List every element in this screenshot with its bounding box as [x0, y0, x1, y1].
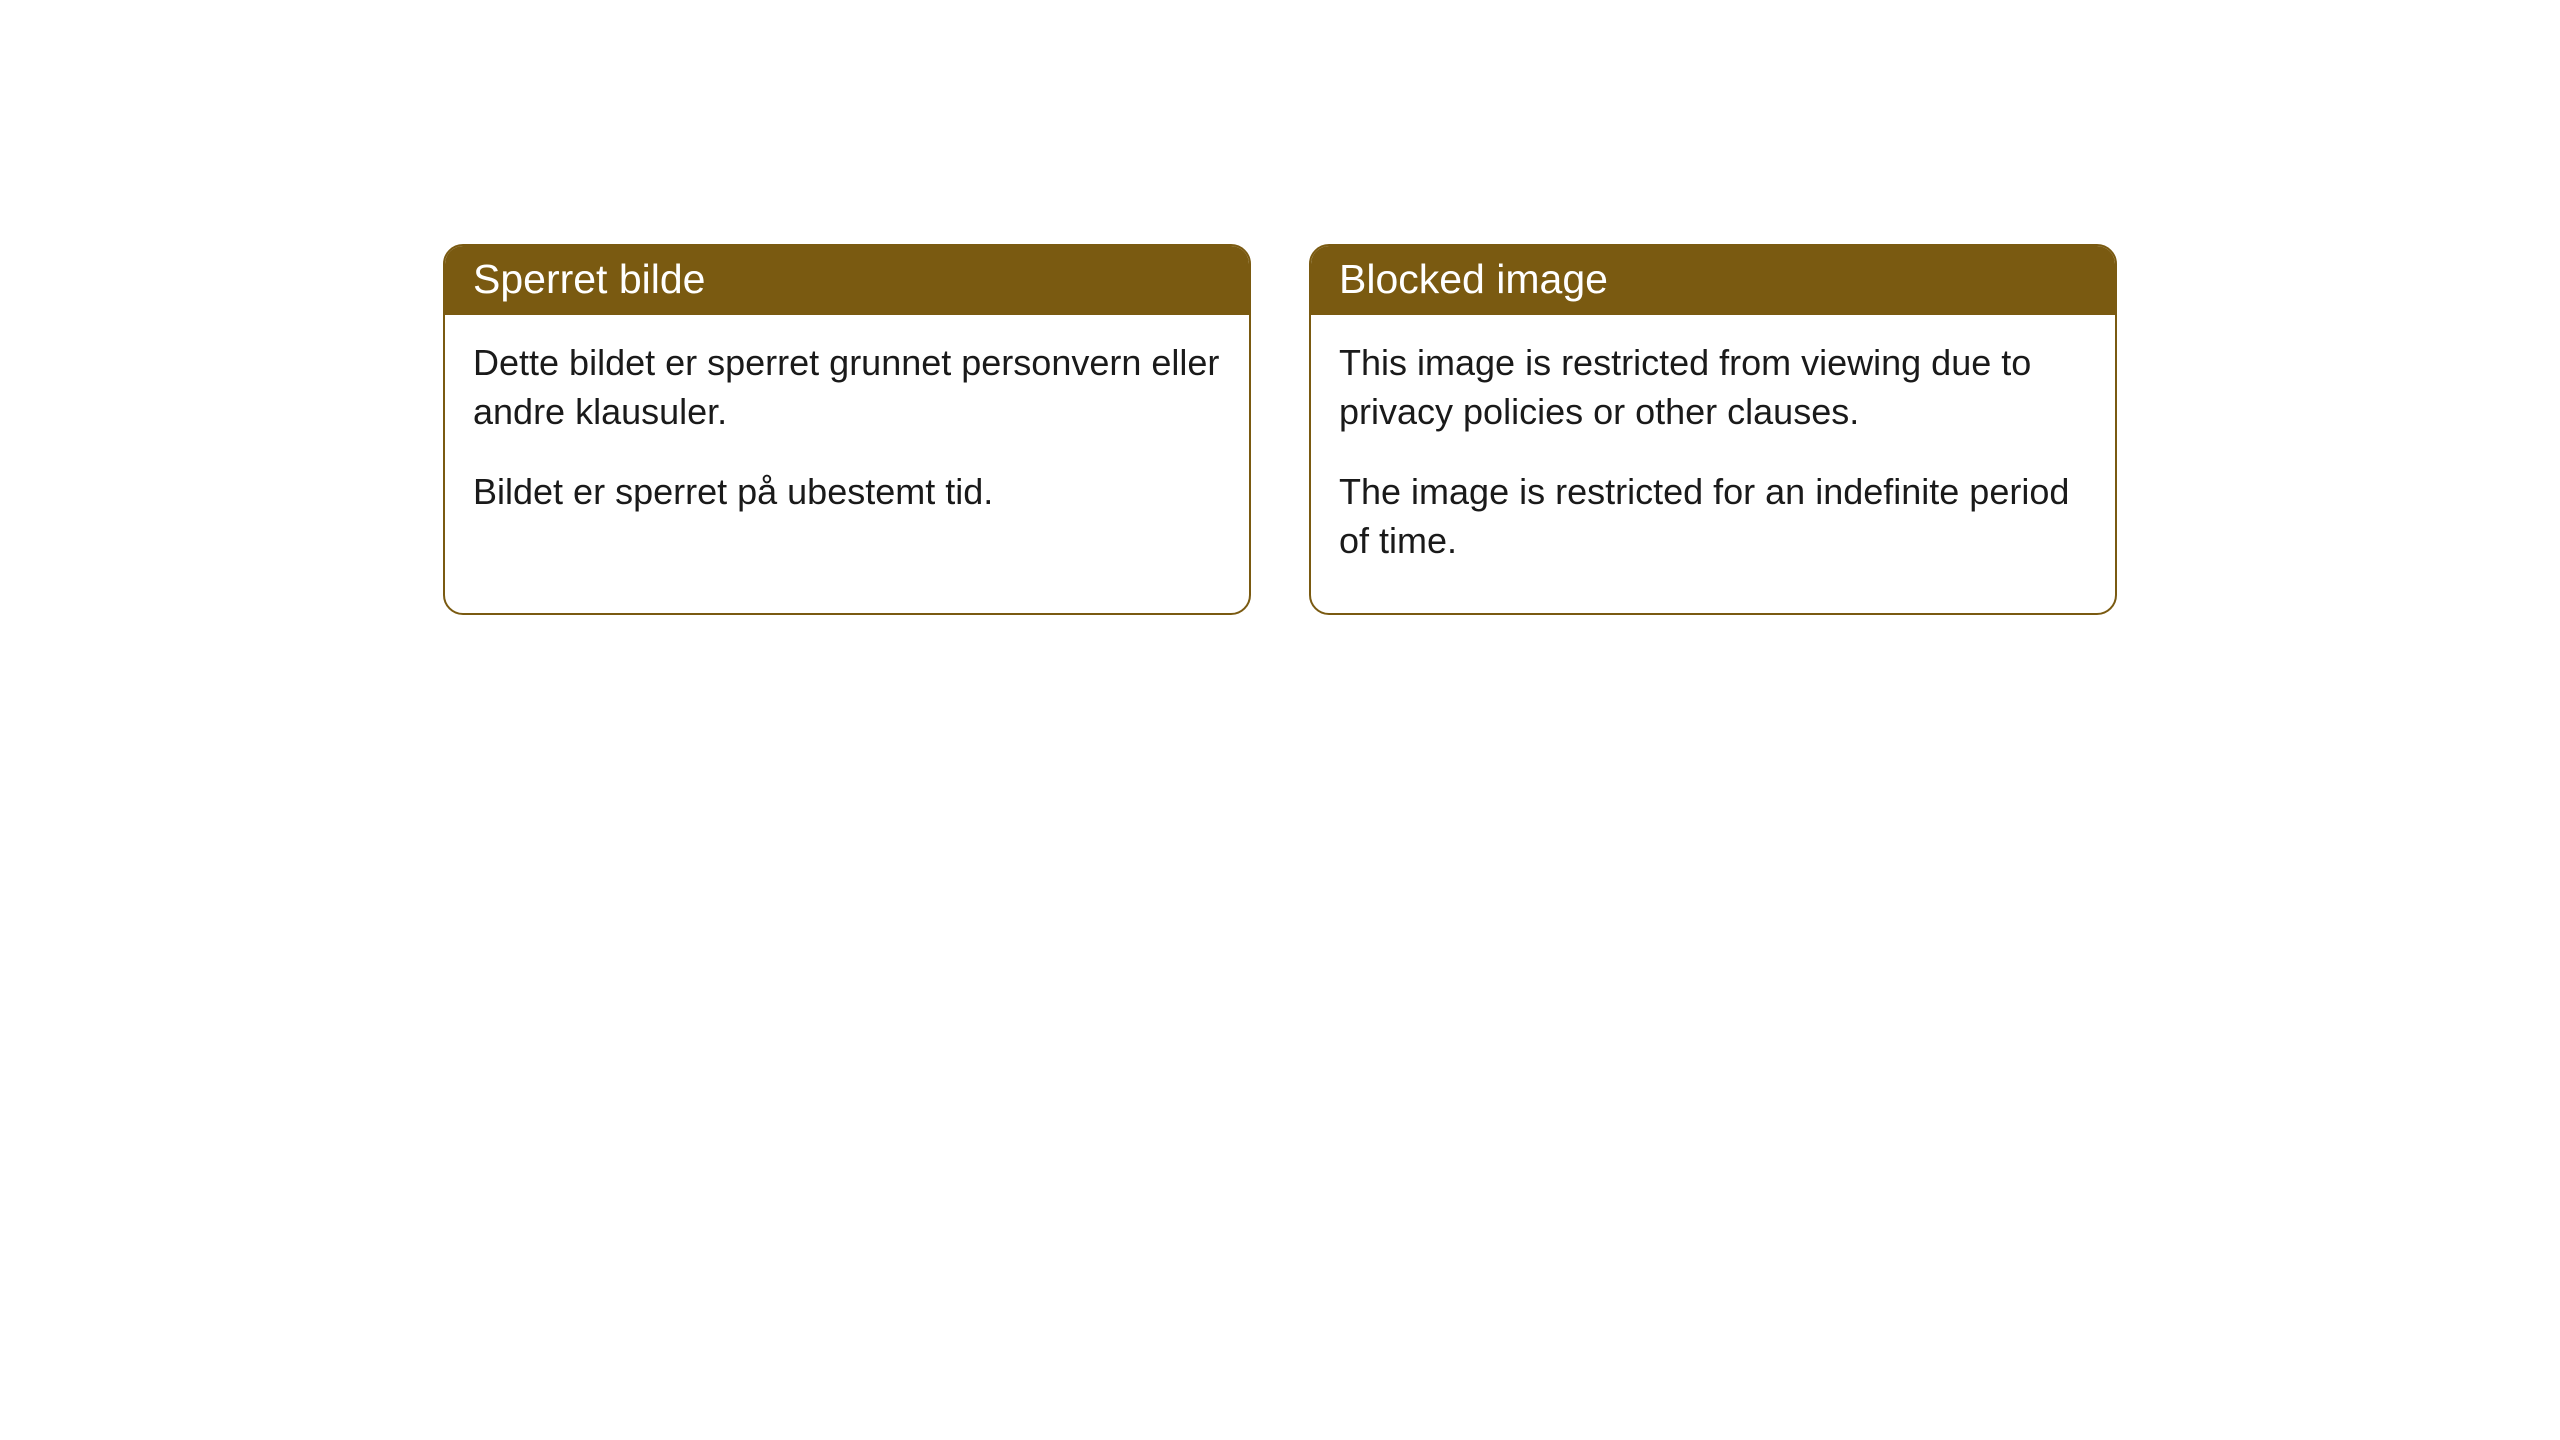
notice-body: Dette bildet er sperret grunnet personve…	[445, 315, 1249, 565]
notice-card-english: Blocked image This image is restricted f…	[1309, 244, 2117, 615]
notice-body: This image is restricted from viewing du…	[1311, 315, 2115, 613]
notice-title: Blocked image	[1311, 246, 2115, 315]
notice-container: Sperret bilde Dette bildet er sperret gr…	[443, 244, 2117, 615]
notice-paragraph: This image is restricted from viewing du…	[1339, 339, 2087, 436]
notice-title: Sperret bilde	[445, 246, 1249, 315]
notice-card-norwegian: Sperret bilde Dette bildet er sperret gr…	[443, 244, 1251, 615]
notice-paragraph: Bildet er sperret på ubestemt tid.	[473, 468, 1221, 517]
notice-paragraph: The image is restricted for an indefinit…	[1339, 468, 2087, 565]
notice-paragraph: Dette bildet er sperret grunnet personve…	[473, 339, 1221, 436]
